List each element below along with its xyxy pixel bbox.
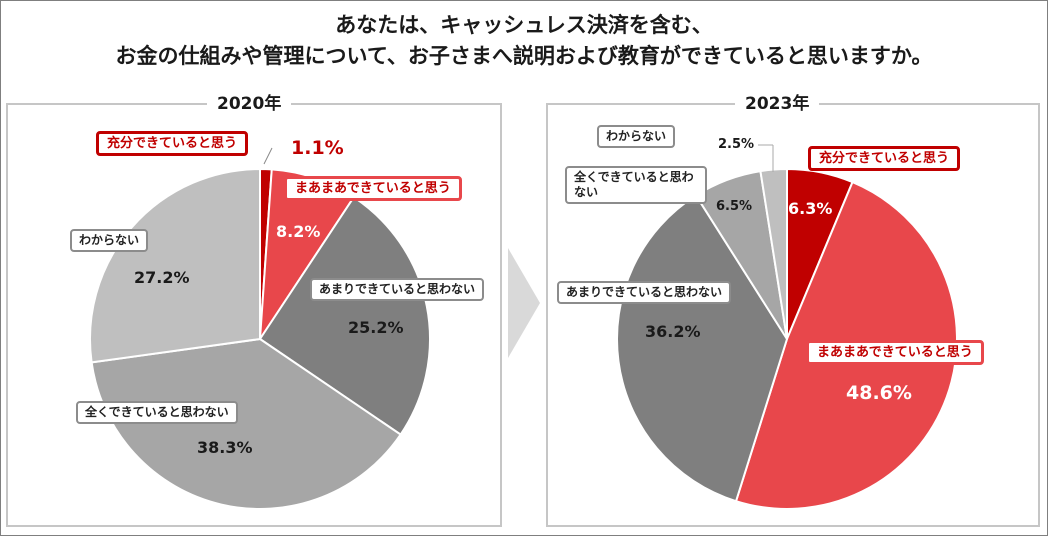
pie-slice-2020-unknown bbox=[89, 167, 261, 364]
value-2020-not-much: 25.2% bbox=[348, 318, 404, 337]
pie-slice-2023-unknown bbox=[759, 167, 788, 340]
value-2023-unknown: 2.5% bbox=[718, 137, 755, 152]
figure-title-line1: あなたは、キャッシュレス決済を含む、 bbox=[335, 13, 713, 37]
label-2020-not-at-all: 全くできていると思わない bbox=[76, 401, 238, 424]
value-2023-not-at-all: 6.5% bbox=[716, 199, 753, 214]
chart-title-2020: 2020年 bbox=[207, 91, 292, 117]
label-2023-unknown: わからない bbox=[597, 125, 676, 148]
value-2020-unknown: 27.2% bbox=[134, 268, 190, 287]
value-2023-not-much: 36.2% bbox=[645, 322, 701, 341]
arrow-right-icon bbox=[508, 248, 540, 358]
value-2023-somewhat: 48.6% bbox=[846, 382, 912, 404]
value-2020-enough: 1.1% bbox=[291, 137, 344, 159]
pie-2020 bbox=[89, 167, 431, 510]
label-2023-somewhat: まあまあできていると思う bbox=[806, 340, 984, 365]
value-2020-not-at-all: 38.3% bbox=[197, 438, 253, 457]
value-2023-enough: 6.3% bbox=[788, 199, 833, 218]
chart-title-2023: 2023年 bbox=[735, 91, 820, 117]
label-2023-not-at-all: 全くできていると思わない bbox=[565, 166, 707, 204]
leader-lines bbox=[263, 144, 774, 172]
label-2023-not-much: あまりできていると思わない bbox=[557, 281, 732, 304]
label-2023-enough: 充分できていると思う bbox=[808, 146, 961, 171]
label-2020-somewhat: まあまあできていると思う bbox=[284, 176, 462, 201]
pie-slice-2023-not-much bbox=[616, 194, 789, 503]
label-2020-enough: 充分できていると思う bbox=[96, 131, 249, 156]
value-2020-somewhat: 8.2% bbox=[276, 222, 321, 241]
label-2020-not-much: あまりできていると思わない bbox=[310, 278, 485, 301]
figure-title-line2: お金の仕組みや管理について、お子さまへ説明および教育ができていると思いますか。 bbox=[115, 44, 933, 68]
label-2020-unknown: わからない bbox=[70, 229, 149, 252]
leader-line-2020-enough bbox=[263, 147, 273, 165]
pie-slice-2020-not-much bbox=[258, 195, 431, 436]
